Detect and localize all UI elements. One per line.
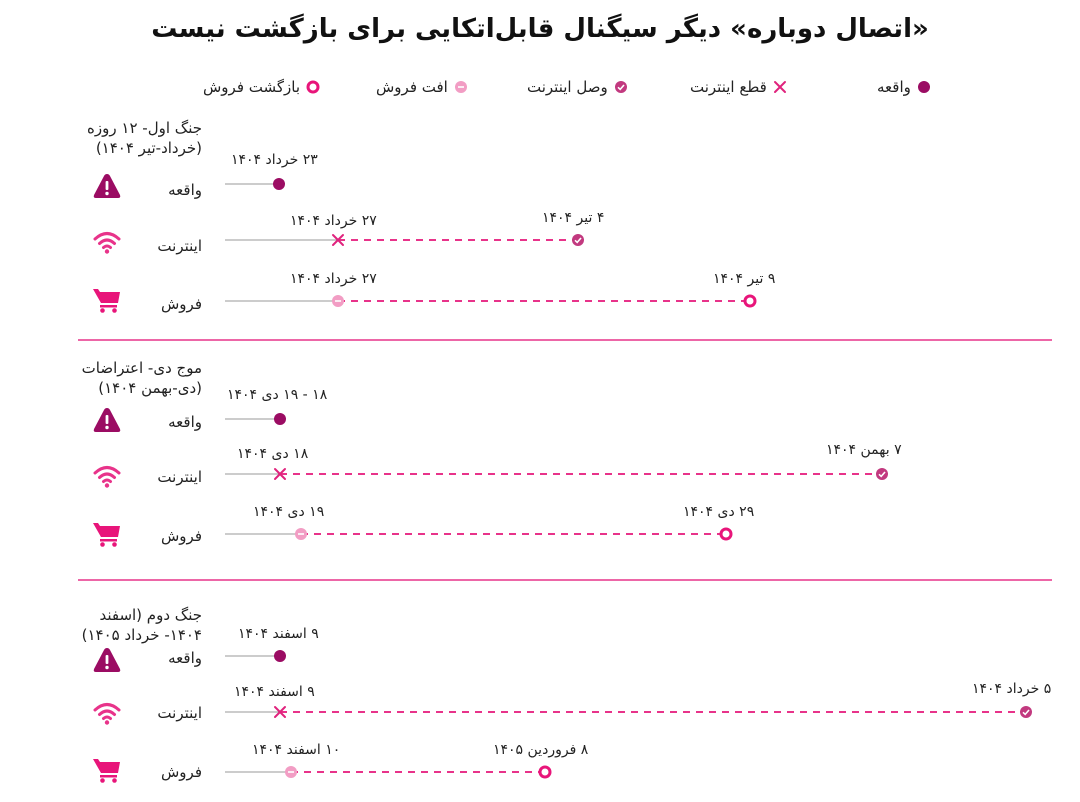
incident-marker	[274, 650, 286, 662]
wifi-icon	[93, 703, 121, 725]
legend-item-incident: واقعه	[877, 76, 931, 98]
legend-item-cut: قطع اینترنت	[690, 76, 787, 98]
row-label-internet: اینترنت	[157, 237, 202, 255]
legend-label: بازگشت فروش	[203, 78, 301, 96]
incident-date-label: ۹ اسفند ۱۴۰۴	[238, 626, 319, 642]
drop-marker	[295, 528, 307, 540]
cart-icon	[93, 289, 120, 313]
filled-circle-icon	[917, 81, 930, 93]
sales-return-date-label: ۲۹ دی ۱۴۰۴	[683, 504, 755, 520]
internet-connect-date-label: ۵ خرداد ۱۴۰۴	[972, 681, 1052, 697]
wifi-icon	[93, 232, 121, 254]
section-title-line: ۱۴۰۴- خرداد ۱۴۰۵)	[81, 626, 202, 644]
cart-icon	[93, 759, 120, 783]
section-title: موج دی- اعتراضات (دی-بهمن ۱۴۰۴)	[82, 358, 202, 398]
incident-date-label: ۱۸ - ۱۹ دی ۱۴۰۴	[227, 387, 328, 403]
legend-label: افت فروش	[376, 78, 448, 96]
cut-marker	[274, 706, 286, 718]
legend-label: واقعه	[877, 78, 911, 96]
warning-icon	[93, 648, 121, 672]
ring-circle-icon	[306, 80, 320, 94]
internet-connect-date-label: ۷ بهمن ۱۴۰۴	[826, 442, 902, 458]
section-title-line: (خرداد-تیر ۱۴۰۴)	[95, 139, 202, 157]
incident-marker	[273, 178, 285, 190]
warning-icon	[93, 408, 121, 432]
sales-drop-date-label: ۱۹ دی ۱۴۰۴	[253, 504, 325, 520]
legend-item-return: بازگشت فروش	[203, 76, 320, 98]
section-title-line: جنگ دوم (اسفند	[99, 606, 202, 624]
sales-return-date-label: ۸ فروردین ۱۴۰۵	[493, 742, 589, 758]
row-label-sales: فروش	[160, 295, 202, 313]
section-title-line: موج دی- اعتراضات	[81, 359, 202, 377]
return-marker	[538, 765, 552, 779]
page-title: «اتصال دوباره» دیگر سیگنال قابل‌اتکایی ب…	[151, 14, 929, 44]
sales-return-date-label: ۹ تیر ۱۴۰۴	[713, 271, 776, 287]
connect-marker	[876, 468, 888, 480]
drop-marker	[285, 766, 297, 778]
legend-item-drop: افت فروش	[376, 76, 468, 98]
legend-item-connect: وصل اینترنت	[527, 76, 628, 98]
connect-marker	[1020, 706, 1032, 718]
return-marker	[743, 294, 757, 308]
section-title-line: (دی-بهمن ۱۴۰۴)	[98, 379, 202, 397]
sales-drop-date-label: ۱۰ اسفند ۱۴۰۴	[252, 742, 341, 758]
internet-connect-date-label: ۴ تیر ۱۴۰۴	[542, 210, 605, 226]
connect-marker	[572, 234, 584, 246]
wifi-icon	[93, 466, 121, 488]
x-mark-icon	[773, 81, 786, 93]
row-label-sales: فروش	[160, 527, 202, 545]
sales-drop-date-label: ۲۷ خرداد ۱۴۰۴	[290, 271, 377, 287]
legend-label: وصل اینترنت	[527, 78, 608, 96]
row-label-internet: اینترنت	[157, 704, 202, 722]
warning-icon	[93, 174, 121, 198]
incident-date-label: ۲۳ خرداد ۱۴۰۴	[231, 152, 318, 168]
drop-marker	[332, 295, 344, 307]
cut-marker	[332, 234, 344, 246]
section-title: جنگ اول- ۱۲ روزه (خرداد-تیر ۱۴۰۴)	[87, 118, 202, 158]
section-title-line: جنگ اول- ۱۲ روزه	[87, 119, 202, 137]
return-marker	[719, 527, 733, 541]
row-label-internet: اینترنت	[157, 468, 202, 486]
row-label-incident: واقعه	[168, 181, 202, 199]
minus-circle-icon	[454, 81, 467, 93]
internet-cut-date-label: ۹ اسفند ۱۴۰۴	[234, 684, 315, 700]
row-label-incident: واقعه	[168, 413, 202, 431]
internet-cut-date-label: ۱۸ دی ۱۴۰۴	[237, 446, 309, 462]
check-circle-icon	[614, 81, 627, 93]
row-label-incident: واقعه	[168, 649, 202, 667]
internet-cut-date-label: ۲۷ خرداد ۱۴۰۴	[290, 213, 377, 229]
row-label-sales: فروش	[160, 763, 202, 781]
cart-icon	[93, 523, 120, 547]
legend-label: قطع اینترنت	[690, 78, 767, 96]
cut-marker	[274, 468, 286, 480]
incident-marker	[274, 413, 286, 425]
section-title: جنگ دوم (اسفند ۱۴۰۴- خرداد ۱۴۰۵)	[82, 605, 202, 645]
